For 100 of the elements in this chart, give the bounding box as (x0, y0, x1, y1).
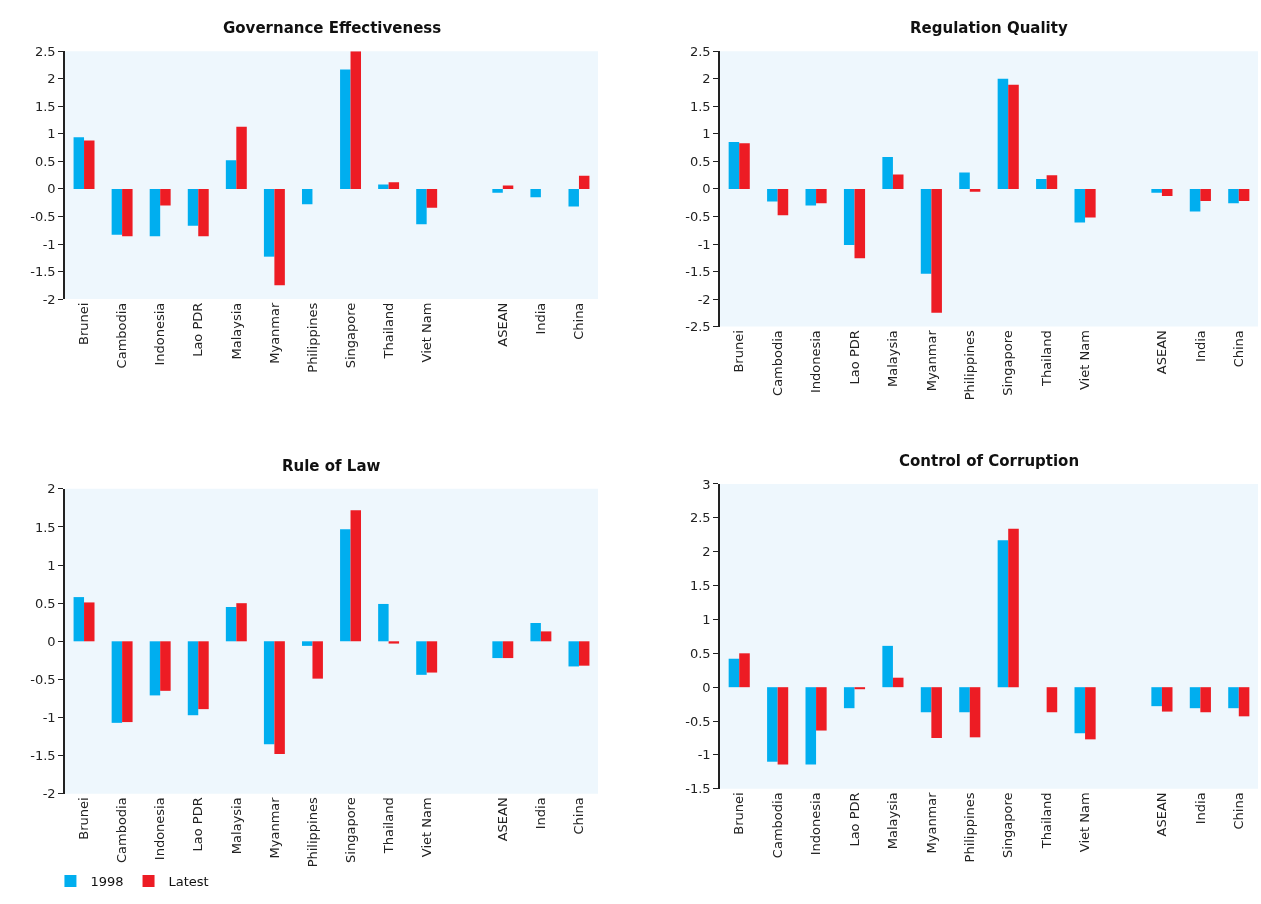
x-tick-label: Singapore (342, 797, 358, 863)
bar (892, 174, 904, 189)
bar (854, 687, 866, 690)
x-tick-label: Thailand (1038, 330, 1054, 388)
bar (1200, 687, 1211, 713)
y-tick-label: 1 (47, 557, 56, 573)
x-tick-label: Malaysia (885, 792, 901, 850)
legend-label: 1998 (90, 874, 124, 890)
x-tick-label: Indonesia (152, 302, 168, 366)
x-tick-label: Lao PDR (846, 330, 862, 385)
bar (578, 175, 590, 189)
bar (1161, 687, 1173, 712)
bar (882, 156, 893, 189)
bar (198, 188, 209, 237)
x-tick-label: Myanmar (266, 796, 282, 859)
y-tick-label: 0 (702, 181, 711, 197)
bar (969, 687, 981, 738)
x-tick-label: Brunei (731, 792, 747, 835)
bar (160, 641, 171, 691)
chart-title: Control of Corruption (899, 452, 1080, 470)
x-tick-label: Brunei (76, 302, 92, 346)
x-tick-label: Cambodia (114, 797, 130, 864)
x-tick-label: Brunei (731, 330, 747, 373)
bar (777, 188, 789, 216)
y-tick-label: -2.5 (685, 319, 711, 335)
bar (739, 143, 750, 189)
x-tick-label: India (533, 302, 549, 335)
bar (931, 188, 942, 313)
x-tick-label: Singapore (342, 302, 358, 369)
y-tick-label: -1 (42, 710, 56, 726)
bar (1189, 188, 1201, 212)
bar (301, 641, 313, 646)
x-tick-label: China (1231, 792, 1247, 830)
y-tick-label: -1 (42, 236, 56, 252)
y-tick-label: -0.5 (30, 209, 56, 225)
bar (568, 188, 579, 207)
bar (1085, 687, 1096, 740)
x-tick-label: China (571, 302, 587, 340)
bar (263, 641, 275, 745)
bar (892, 677, 904, 688)
bar (578, 641, 590, 666)
legend-label: Latest (168, 874, 209, 890)
y-tick-label: 0.5 (689, 153, 711, 169)
x-tick-label: Viet Nam (1077, 792, 1093, 853)
bar (1228, 687, 1239, 709)
bar (426, 188, 438, 208)
bar (236, 603, 247, 642)
bar (959, 687, 970, 713)
x-tick-label: India (1192, 792, 1208, 825)
bar (187, 188, 199, 226)
bar (225, 607, 237, 642)
bar (416, 188, 427, 225)
chart-title: Governance Effectiveness (223, 19, 442, 37)
y-tick-label: 1 (47, 126, 56, 142)
bar (568, 641, 579, 667)
y-tick-label: 0.5 (34, 153, 56, 169)
x-tick-label: Philippines (304, 302, 320, 373)
bar (122, 188, 133, 237)
bar (1161, 188, 1173, 197)
bar (340, 69, 351, 189)
bar (84, 602, 95, 642)
x-tick-label: Viet Nam (418, 302, 434, 363)
bar (805, 687, 817, 765)
chart-title: Regulation Quality (910, 19, 1068, 37)
bar (378, 603, 389, 642)
x-tick-label: India (1192, 330, 1208, 363)
x-tick-label: Myanmar (923, 791, 939, 854)
bar (416, 641, 427, 675)
x-tick-label: Indonesia (808, 792, 824, 856)
y-tick-label: 2.5 (34, 43, 56, 59)
x-tick-label: Philippines (962, 792, 978, 863)
y-tick-label: 0 (47, 181, 56, 197)
y-tick-label: 2.5 (689, 43, 711, 59)
bar (388, 641, 400, 644)
bar (160, 188, 171, 206)
x-tick-label: China (1231, 330, 1247, 368)
y-tick-label: -2 (42, 291, 56, 307)
bar (1189, 687, 1201, 709)
x-tick-label: Thailand (1038, 792, 1054, 850)
bar (728, 142, 740, 189)
bar (274, 188, 285, 286)
bar (350, 51, 362, 189)
y-tick-label: 0 (702, 679, 711, 695)
bar (350, 510, 362, 642)
bar (1046, 175, 1058, 189)
bar (236, 126, 247, 189)
bar (111, 641, 123, 723)
bar (1151, 188, 1162, 193)
y-tick-label: -1 (697, 236, 711, 252)
bar (959, 172, 970, 189)
x-tick-label: China (571, 797, 587, 835)
bar (198, 641, 209, 710)
y-tick-label: -1.5 (685, 264, 711, 280)
x-tick-label: ASEAN (1154, 330, 1170, 375)
bar (530, 188, 541, 198)
x-tick-label: Indonesia (152, 797, 168, 861)
x-tick-label: Malaysia (228, 797, 244, 855)
chart-title: Rule of Law (282, 457, 381, 475)
y-tick-label: 0.5 (34, 595, 56, 611)
x-tick-label: Lao PDR (190, 797, 206, 852)
